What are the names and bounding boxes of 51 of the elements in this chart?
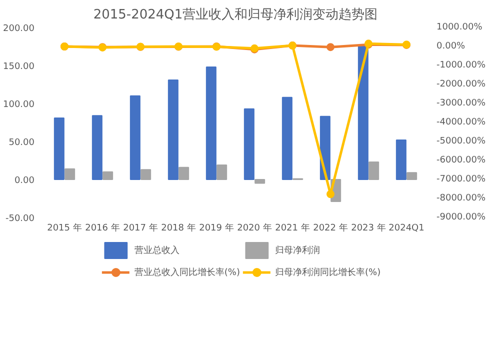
legend-label: 营业总收入同比增长率(%) (134, 266, 240, 278)
x-tick-label: 2018 年 (161, 222, 196, 234)
x-tick-label: 2022 年 (313, 222, 348, 234)
bar (140, 169, 152, 180)
y2-tick-label: -2000.00% (436, 80, 486, 90)
bar (254, 179, 266, 184)
x-tick-label: 2017 年 (123, 222, 158, 234)
bar (92, 115, 102, 180)
y-tick-label: 150.00 (3, 62, 35, 72)
legend-label: 归母净利润同比增长率(%) (275, 266, 381, 278)
y-tick-label: 100.00 (3, 100, 35, 110)
y2-tick-label: -9000.00% (436, 212, 486, 222)
y2-tick-label: -6000.00% (436, 156, 486, 166)
y2-tick-label: -8000.00% (436, 194, 486, 204)
bar (130, 95, 140, 180)
y2-tick-label: -3000.00% (436, 98, 486, 108)
bar (282, 96, 292, 180)
bar (102, 171, 114, 180)
y2-tick-label: -5000.00% (436, 136, 486, 146)
bar (54, 117, 64, 180)
x-tick-label: 2023 年 (351, 222, 386, 234)
bar (244, 108, 254, 180)
x-tick-label: 2019 年 (199, 222, 234, 234)
point (326, 43, 334, 52)
bar (358, 44, 368, 180)
point (326, 190, 334, 198)
bar (64, 168, 76, 180)
legend-label: 归母净利润 (275, 244, 320, 256)
y2-tick-label: -7000.00% (436, 174, 486, 184)
x-tick-label: 2020 年 (237, 222, 272, 234)
x-tick-label: 2021 年 (275, 222, 310, 234)
y-tick-label: -50.00 (5, 214, 35, 224)
y2-tick-label: -4000.00% (436, 118, 486, 128)
bar (406, 172, 418, 180)
y-tick-label: 50.00 (8, 138, 35, 148)
bar (216, 164, 228, 180)
legend-label: 营业总收入 (134, 244, 180, 256)
bar (368, 162, 380, 180)
x-tick-label: 2024Q1 (388, 224, 424, 234)
x-tick-label: 2015 年 (47, 222, 82, 234)
y-tick-label: 200.00 (3, 24, 35, 34)
y2-tick-label: -1000.00% (436, 60, 486, 70)
chart-title: 2015-2024Q1营业收入和归母净利润变动趋势图 (93, 8, 378, 22)
bar (206, 66, 216, 180)
x-tick-label: 2016 年 (85, 222, 120, 234)
y2-tick-label: 1000.00% (436, 22, 483, 32)
y-tick-label: 0.00 (14, 176, 35, 186)
bar (168, 79, 178, 180)
bar (396, 139, 406, 180)
y2-tick-label: 0.00% (436, 42, 466, 52)
bar (178, 166, 190, 180)
